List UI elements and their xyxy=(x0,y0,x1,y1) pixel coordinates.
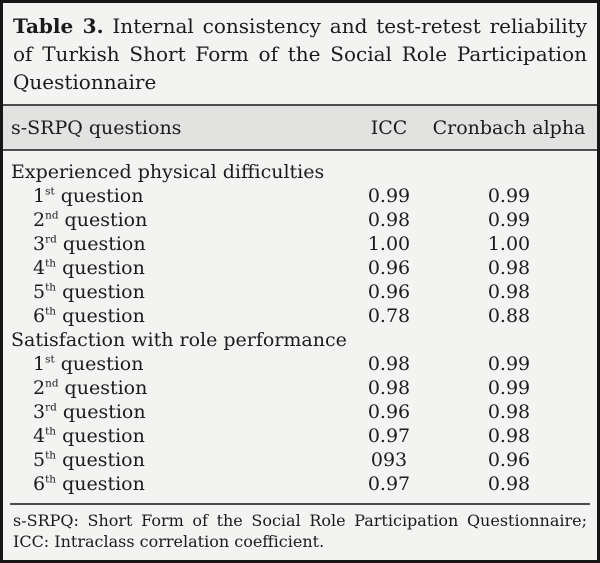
ordinal-suffix: st xyxy=(45,353,55,366)
table-row: 1st question 0.99 0.99 xyxy=(11,184,589,208)
icc-value: 0.96 xyxy=(367,281,411,303)
section-heading: Experienced physical difficulties xyxy=(11,161,325,183)
table-row: 2nd question 0.98 0.99 xyxy=(11,208,589,232)
column-header-icc: ICC xyxy=(370,116,408,139)
column-header-row: s-SRPQ questions ICC Cronbach alpha xyxy=(3,104,597,151)
question-label: 6th question xyxy=(33,305,145,327)
question-label: 6th question xyxy=(33,473,145,495)
question-label: 4th question xyxy=(33,425,145,447)
icc-value: 0.96 xyxy=(367,401,411,423)
table-number-label: Table 3. xyxy=(13,14,104,38)
section-heading: Satisfaction with role performance xyxy=(11,329,347,351)
column-header-cronbach-alpha: Cronbach alpha xyxy=(432,116,586,139)
ordinal-suffix: th xyxy=(45,281,57,294)
ordinal-suffix: th xyxy=(45,425,57,438)
ordinal-suffix: th xyxy=(45,257,57,270)
cronbach-alpha-value: 0.98 xyxy=(487,281,531,303)
cronbach-alpha-value: 0.98 xyxy=(487,257,531,279)
table-row: 5th question 0.96 0.98 xyxy=(11,280,589,304)
cronbach-alpha-value: 0.99 xyxy=(487,353,531,375)
icc-value: 0.99 xyxy=(367,185,411,207)
icc-value: 093 xyxy=(370,449,408,471)
icc-value: 0.96 xyxy=(367,257,411,279)
table-title: Table 3. Internal consistency and test-r… xyxy=(3,3,597,96)
ordinal-suffix: rd xyxy=(45,401,57,414)
icc-value: 0.98 xyxy=(367,353,411,375)
question-label: 2nd question xyxy=(33,209,148,231)
table-row: 4th question 0.97 0.98 xyxy=(11,424,589,448)
ordinal-suffix: rd xyxy=(45,233,57,246)
table-body: Experienced physical difficulties 1st qu… xyxy=(3,151,597,496)
ordinal-suffix: th xyxy=(45,305,57,318)
question-label: 1st question xyxy=(33,353,144,375)
ordinal-suffix: th xyxy=(45,473,57,486)
table-row: 3rd question 1.00 1.00 xyxy=(11,232,589,256)
cronbach-alpha-value: 0.98 xyxy=(487,473,531,495)
question-label: 1st question xyxy=(33,185,144,207)
icc-value: 0.97 xyxy=(367,425,411,447)
icc-value: 0.78 xyxy=(367,305,411,327)
cronbach-alpha-value: 0.96 xyxy=(487,449,531,471)
ordinal-suffix: th xyxy=(45,449,57,462)
question-label: 3rd question xyxy=(33,401,146,423)
table-row: 4th question 0.96 0.98 xyxy=(11,256,589,280)
table-row: 6th question 0.78 0.88 xyxy=(11,304,589,328)
ordinal-suffix: nd xyxy=(45,209,59,222)
question-label: 5th question xyxy=(33,449,145,471)
table-row: 3rd question 0.96 0.98 xyxy=(11,400,589,424)
cronbach-alpha-value: 1.00 xyxy=(487,233,531,255)
icc-value: 0.98 xyxy=(367,209,411,231)
question-label: 2nd question xyxy=(33,377,148,399)
cronbach-alpha-value: 0.99 xyxy=(487,209,531,231)
icc-value: 1.00 xyxy=(367,233,411,255)
icc-value: 0.97 xyxy=(367,473,411,495)
question-label: 3rd question xyxy=(33,233,146,255)
table-row: 6th question 0.97 0.98 xyxy=(11,472,589,496)
column-header-questions: s-SRPQ questions xyxy=(11,116,182,139)
icc-value: 0.98 xyxy=(367,377,411,399)
footnote: s-SRPQ: Short Form of the Social Role Pa… xyxy=(13,511,587,551)
table-row: 5th question 093 0.96 xyxy=(11,448,589,472)
question-label: 5th question xyxy=(33,281,145,303)
ordinal-suffix: st xyxy=(45,185,55,198)
ordinal-suffix: nd xyxy=(45,377,59,390)
cronbach-alpha-value: 0.88 xyxy=(487,305,531,327)
question-label: 4th question xyxy=(33,257,145,279)
cronbach-alpha-value: 0.99 xyxy=(487,185,531,207)
table-title-text: Internal consistency and test-retest rel… xyxy=(13,14,588,94)
table-row: 1st question 0.98 0.99 xyxy=(11,352,589,376)
footnote-divider xyxy=(10,503,590,505)
cronbach-alpha-value: 0.98 xyxy=(487,425,531,447)
cronbach-alpha-value: 0.98 xyxy=(487,401,531,423)
table-row: 2nd question 0.98 0.99 xyxy=(11,376,589,400)
cronbach-alpha-value: 0.99 xyxy=(487,377,531,399)
